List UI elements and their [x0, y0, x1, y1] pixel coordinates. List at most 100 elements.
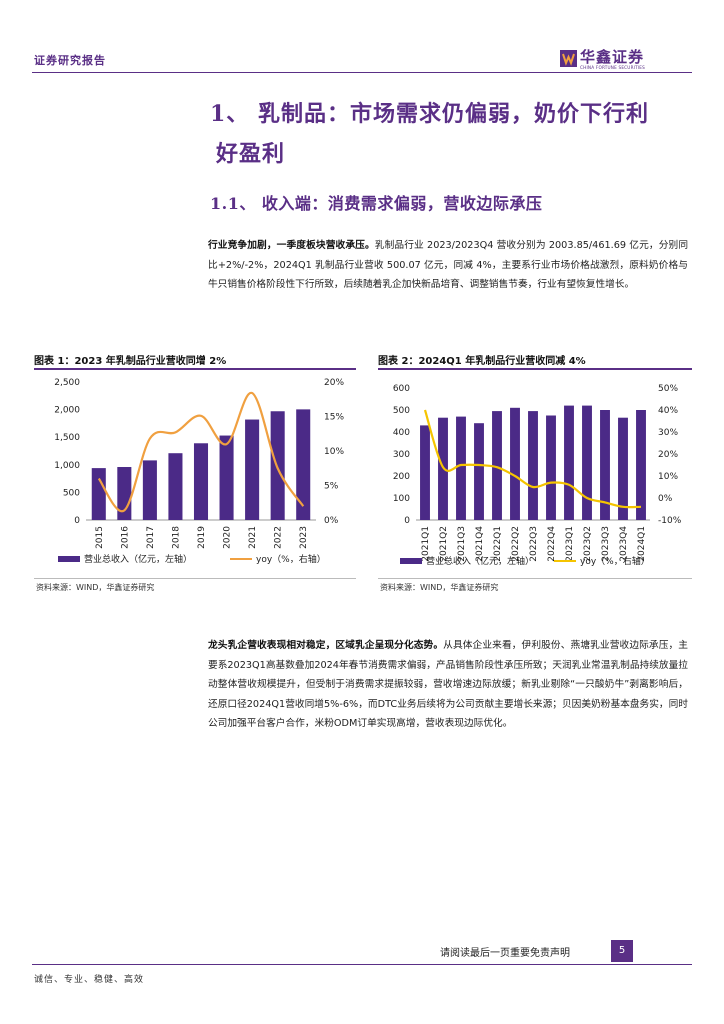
figure1-bottom-rule [34, 578, 356, 579]
chart1-left-tick-label: 500 [63, 488, 80, 498]
chart2-right-tick-label: 10% [658, 472, 678, 482]
chart2-bar [618, 417, 628, 520]
chart2-category-label: 2023Q3 [601, 526, 611, 562]
chart1-bar [117, 467, 132, 520]
chart1-bar [296, 409, 311, 520]
chart1-bar [91, 468, 106, 520]
chart2-category-label: 2021Q2 [439, 526, 449, 562]
chart2-category-label: 2021Q1 [421, 526, 431, 562]
subsection-heading: 1.1、 收入端：消费需求偏弱，营收边际承压 [210, 194, 543, 213]
chart2-legend-bar-swatch [400, 558, 422, 564]
chart2-bar [564, 405, 574, 520]
figure2-source: 资料来源：WIND，华鑫证券研究 [380, 583, 499, 592]
paragraph-leading-companies: 龙头乳企营收表现相对稳定，区域乳企呈现分化态势。从具体企业来看，伊利股份、燕塘乳… [208, 636, 688, 734]
section-heading-line1: 1、 乳制品：市场需求仍偏弱，奶价下行利 [210, 101, 649, 127]
chart2-left-tick-label: 100 [393, 494, 410, 504]
chart2-bar [582, 405, 592, 520]
chart2-right-tick-label: 20% [658, 450, 678, 460]
chart1-right-tick-label: 5% [324, 482, 339, 492]
figure2-chart: 0 100 200 300 400 500 600 -10% 0% 10% 20% 30% 40% 50%… [393, 384, 682, 567]
disclaimer-notice: 请阅读最后一页重要免责声明 [440, 948, 570, 959]
footer-motto: 诚信、专业、稳健、高效 [34, 975, 145, 985]
chart2-left-tick-label: 200 [393, 472, 410, 482]
chart1-category-label: 2017 [146, 526, 156, 549]
brand-logo-icon [560, 50, 577, 67]
chart2-bar [492, 411, 502, 520]
chart2-category-label: 2022Q1 [493, 526, 503, 562]
chart2-category-label: 2023Q4 [619, 526, 629, 562]
chart1-bar [168, 453, 183, 520]
chart1-bar [193, 443, 209, 520]
brand-logo: 华鑫证券 CHINA FORTUNE SECURITIES [560, 46, 690, 70]
figure1-source: 资料来源：WIND，华鑫证券研究 [36, 583, 155, 592]
chart2-category-label: 2022Q2 [511, 526, 521, 562]
chart1-category-label: 2015 [95, 526, 105, 549]
chart2-category-label: 2022Q3 [529, 526, 539, 562]
chart2-right-tick-label: 40% [658, 406, 678, 416]
chart1-left-tick-label: 1,000 [54, 461, 80, 471]
chart2-bar [474, 423, 484, 520]
figure2-bottom-rule [378, 578, 692, 579]
chart2-category-label: 2022Q4 [547, 526, 557, 562]
paragraph-body: 从具体企业来看，伊利股份、燕塘乳业营收边际承压，主要系2023Q1高基数叠加20… [208, 640, 688, 729]
chart2-right-tick-label: -10% [658, 516, 682, 526]
figure1-chart: 0 500 1,000 1,500 2,000 2,500 0% 5% 10% 15% 20% 201… [54, 378, 344, 565]
chart2-right-tick-label: 0% [658, 494, 673, 504]
chart2-left-tick-label: 500 [393, 406, 410, 416]
chart1-legend-bar-swatch [58, 556, 80, 562]
chart2-bar [510, 407, 520, 520]
footer-divider [32, 964, 692, 965]
chart1-category-label: 2016 [120, 526, 130, 549]
chart1-legend-line-label: yoy（%，右轴） [256, 553, 326, 565]
chart2-left-tick-label: 0 [404, 516, 410, 526]
figure2-title: 图表 2：2024Q1 年乳制品行业营收同减 4% [378, 356, 586, 367]
chart2-right-tick-label: 30% [658, 428, 678, 438]
paragraph-industry-revenue: 行业竞争加剧，一季度板块营收承压。乳制品行业 2023/2023Q4 营收分别为… [208, 236, 688, 295]
chart2-bar [528, 411, 538, 520]
section-heading-line2: 好盈利 [216, 141, 286, 167]
chart1-right-tick-label: 0% [324, 516, 339, 526]
paragraph-lead: 行业竞争加剧，一季度板块营收承压。 [208, 240, 375, 251]
chart1-left-tick-label: 2,000 [54, 406, 80, 416]
page-number: 5 [611, 940, 633, 962]
chart1-bar [245, 419, 260, 520]
figure1-rule [34, 368, 356, 370]
chart1-category-label: 2018 [171, 526, 181, 549]
chart2-bar [546, 415, 556, 520]
chart2-category-label: 2023Q2 [583, 526, 593, 562]
chart2-legend-line-label: yoy（%，右轴） [580, 555, 650, 567]
chart1-category-label: 2022 [274, 526, 284, 549]
chart1-bar [219, 435, 234, 520]
chart1-category-label: 2021 [248, 526, 258, 549]
chart1-left-tick-label: 0 [74, 516, 80, 526]
chart2-left-tick-label: 600 [393, 384, 410, 394]
chart2-legend-bar-label: 营业总收入（亿元，左轴） [426, 555, 534, 567]
chart1-bar [142, 460, 157, 520]
chart1-category-label: 2019 [197, 526, 207, 549]
brand-name-cn: 华鑫证券 [580, 48, 645, 66]
paragraph-body: 乳制品行业 2023/2023Q4 营收分别为 2003.85/461.69 亿… [208, 240, 689, 290]
chart1-right-tick-label: 20% [324, 378, 344, 388]
chart1-category-label: 2023 [299, 526, 309, 549]
chart1-category-label: 2020 [223, 526, 233, 549]
chart2-category-label: 2021Q3 [457, 526, 467, 562]
chart1-left-tick-label: 1,500 [54, 433, 80, 443]
chart2-bar [456, 416, 466, 520]
chart2-bar [420, 425, 430, 520]
chart1-legend-bar-label: 营业总收入（亿元，左轴） [84, 553, 192, 565]
chart2-category-label: 2023Q1 [565, 526, 575, 562]
chart2-bar [600, 410, 610, 520]
figure1-title: 图表 1：2023 年乳制品行业营收同增 2% [34, 356, 227, 367]
chart1-left-tick-label: 2,500 [54, 378, 80, 388]
chart1-right-tick-label: 15% [324, 413, 344, 423]
chart2-left-tick-label: 300 [393, 450, 410, 460]
chart1-right-tick-label: 10% [324, 447, 344, 457]
document-type-label: 证券研究报告 [34, 54, 106, 67]
header-divider [32, 72, 692, 73]
chart2-bar [636, 410, 646, 520]
paragraph-lead: 龙头乳企营收表现相对稳定，区域乳企呈现分化态势。 [208, 640, 444, 651]
chart2-category-label: 2021Q4 [475, 526, 485, 562]
chart2-right-tick-label: 50% [658, 384, 678, 394]
chart2-left-tick-label: 400 [393, 428, 410, 438]
figure2-rule [378, 368, 692, 370]
